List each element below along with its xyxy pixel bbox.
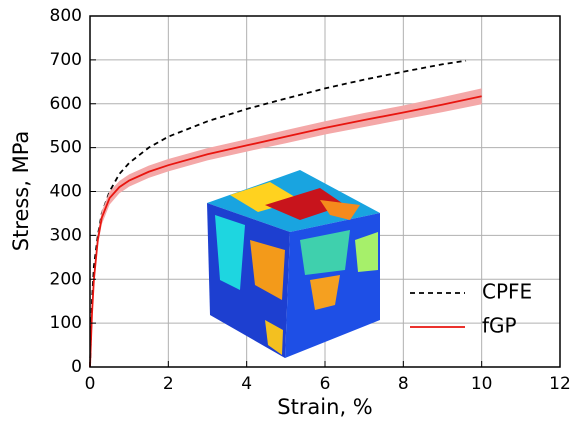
grain xyxy=(265,320,283,355)
x-tick-label: 6 xyxy=(320,374,331,394)
legend-label: CPFE xyxy=(482,280,532,304)
grain xyxy=(320,200,360,220)
legend-label: fGP xyxy=(482,314,517,338)
y-tick-label: 300 xyxy=(50,225,82,245)
y-tick-label: 0 xyxy=(71,357,82,377)
x-tick-label: 8 xyxy=(398,374,409,394)
y-tick-label: 500 xyxy=(50,138,82,158)
inset-cube xyxy=(207,170,380,358)
y-tick-label: 400 xyxy=(50,182,82,202)
x-axis-label: Strain, % xyxy=(277,395,373,419)
x-tick-label: 2 xyxy=(163,374,174,394)
x-tick-label: 0 xyxy=(85,374,96,394)
plot-layer xyxy=(89,59,482,368)
grain xyxy=(265,188,345,220)
x-tick-label: 4 xyxy=(241,374,252,394)
x-tick-label: 10 xyxy=(471,374,493,394)
series-line xyxy=(89,95,482,368)
y-tick-label: 800 xyxy=(50,6,82,26)
y-tick-label: 100 xyxy=(50,313,82,333)
x-tick-label: 12 xyxy=(549,374,571,394)
confidence-band xyxy=(90,88,482,368)
grain xyxy=(215,215,245,290)
y-tick-label: 700 xyxy=(50,50,82,70)
grain xyxy=(250,240,285,300)
grain xyxy=(310,275,340,310)
y-axis-label: Stress, MPa xyxy=(9,131,33,252)
y-tick-label: 600 xyxy=(50,94,82,114)
grain xyxy=(355,232,378,272)
grain xyxy=(300,230,350,275)
y-tick-label: 200 xyxy=(50,269,82,289)
